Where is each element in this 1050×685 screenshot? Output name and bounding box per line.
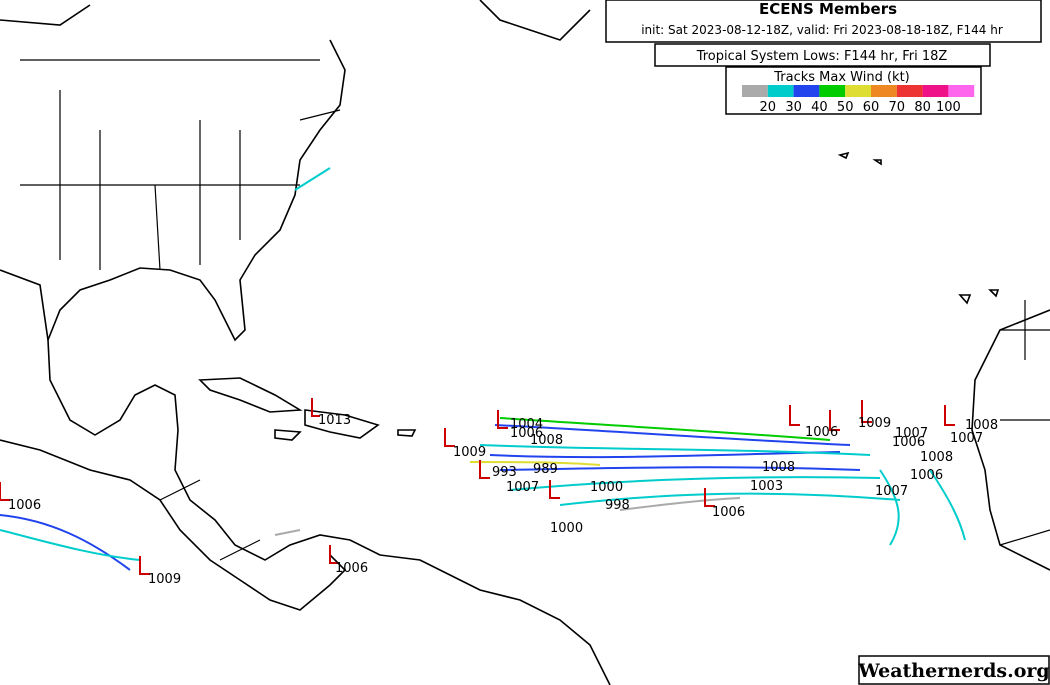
legend-swatch [922, 85, 949, 97]
pressure-label: 1006 [8, 498, 41, 513]
pressure-label: 1003 [750, 479, 783, 494]
legend-swatch [793, 85, 820, 97]
legend-tick: 70 [889, 100, 906, 115]
legend-tick: 20 [760, 100, 777, 115]
pressure-label: 1006 [510, 426, 543, 441]
pressure-label: 1006 [805, 425, 838, 440]
header-box [605, 0, 1042, 43]
legend-swatch [819, 85, 846, 97]
legend-tick: 80 [914, 100, 931, 115]
pressure-label: 1000 [590, 480, 623, 495]
pressure-label: 1007 [950, 431, 983, 446]
header: ECENS Members init: Sat 2023-08-12-18Z, … [605, 0, 1042, 115]
legend-swatch [896, 85, 923, 97]
pressure-label: 1000 [550, 521, 583, 536]
pressure-label: 1008 [965, 418, 998, 433]
watermark: Weathernerds.org [857, 660, 1049, 682]
legend-tick: 50 [837, 100, 854, 115]
legend-swatch [742, 85, 768, 97]
title: ECENS Members [759, 0, 897, 18]
pressure-label: 1004 [510, 417, 543, 432]
pressure-label: 1009 [858, 416, 891, 431]
low-markers [0, 398, 955, 575]
tracks [0, 167, 966, 571]
legend-swatch [767, 85, 794, 97]
pressure-label: 1007 [875, 484, 908, 499]
legend: 20 30 40 50 60 70 80 100 [742, 85, 975, 115]
pressure-label: 1009 [148, 572, 181, 587]
pressure-label: 1007 [895, 426, 928, 441]
pressure-label: 1006 [335, 561, 368, 576]
panel-box [654, 43, 991, 67]
pressure-label: 1008 [762, 460, 795, 475]
legend-swatch [948, 85, 975, 97]
pressure-label: 1008 [530, 433, 563, 448]
pressure-label: 993 [492, 465, 517, 480]
legend-tick: 30 [785, 100, 802, 115]
pressure-label: 1006 [712, 505, 745, 520]
pressure-label: 1006 [910, 468, 943, 483]
legend-tick: 100 [936, 100, 961, 115]
legend-tick: 40 [811, 100, 828, 115]
borders [20, 59, 1050, 561]
pressure-label: 1013 [318, 413, 351, 428]
pressure-label: 989 [533, 462, 558, 477]
panel-title: Tropical System Lows: F144 hr, Fri 18Z [696, 49, 948, 64]
legend-title: Tracks Max Wind (kt) [773, 70, 910, 85]
legend-swatch [845, 85, 871, 97]
pressure-label: 1006 [892, 435, 925, 450]
watermark-box [858, 655, 1050, 685]
legend-tick: 60 [863, 100, 880, 115]
legend-swatch [871, 85, 897, 97]
pressure-label: 1008 [920, 450, 953, 465]
subtitle: init: Sat 2023-08-12-18Z, valid: Fri 202… [641, 23, 1003, 37]
pressure-label: 1009 [453, 445, 486, 460]
pressure-label: 1007 [506, 480, 539, 495]
pressure-label: 998 [605, 498, 630, 513]
